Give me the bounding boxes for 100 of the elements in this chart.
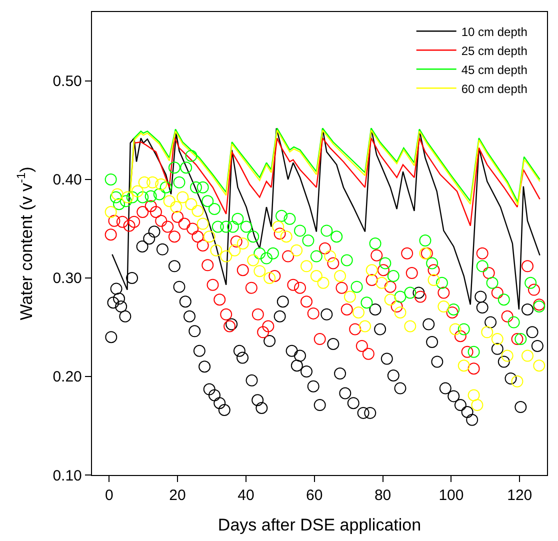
- x-tick-label: 80: [374, 487, 392, 504]
- point: [284, 212, 296, 225]
- point: [428, 274, 440, 286]
- point: [280, 230, 292, 243]
- point: [324, 250, 336, 262]
- point: [276, 210, 288, 222]
- y-tick-label: 0.10: [52, 467, 82, 484]
- point: [185, 198, 198, 210]
- point: [404, 286, 416, 299]
- point: [481, 326, 494, 338]
- point: [522, 350, 534, 362]
- point: [220, 220, 232, 233]
- point: [228, 244, 241, 256]
- point: [302, 234, 314, 247]
- point: [310, 250, 322, 262]
- point: [264, 272, 276, 284]
- point: [449, 323, 462, 336]
- point: [350, 280, 363, 293]
- point: [196, 218, 209, 230]
- point: [501, 350, 514, 362]
- point: [471, 399, 484, 412]
- point: [300, 260, 312, 272]
- point: [180, 162, 192, 174]
- point: [486, 276, 498, 289]
- point: [366, 264, 378, 276]
- point: [419, 234, 432, 247]
- point: [208, 203, 220, 216]
- point: [122, 191, 134, 204]
- point: [104, 206, 117, 218]
- y-tick-label: 0.30: [52, 270, 82, 288]
- point: [426, 257, 438, 270]
- point: [294, 224, 306, 237]
- legend-label: 10 cm depth: [461, 24, 528, 39]
- point: [155, 178, 168, 190]
- point: [387, 270, 400, 282]
- point: [498, 294, 510, 306]
- point: [376, 276, 388, 289]
- point: [176, 191, 189, 204]
- point: [340, 254, 353, 266]
- point: [344, 290, 356, 303]
- point: [272, 220, 284, 233]
- point: [240, 220, 252, 233]
- legend-label: 25 cm depth: [461, 44, 528, 58]
- x-tick-label: 100: [438, 487, 464, 504]
- point: [254, 247, 266, 260]
- point: [163, 195, 176, 208]
- point: [220, 250, 232, 262]
- legend-label: 45 cm depth: [461, 62, 528, 77]
- point: [236, 238, 249, 250]
- point: [491, 333, 504, 346]
- point: [360, 296, 373, 309]
- point: [210, 244, 222, 256]
- point: [254, 265, 266, 278]
- point: [359, 320, 371, 332]
- point: [192, 204, 204, 217]
- y-tick-label: 0.50: [52, 73, 82, 90]
- point: [168, 162, 180, 174]
- point: [247, 254, 260, 266]
- point: [334, 270, 346, 282]
- point: [120, 195, 132, 208]
- point: [173, 176, 186, 188]
- point: [458, 360, 470, 372]
- point: [113, 198, 126, 210]
- point: [126, 191, 138, 204]
- point: [185, 150, 198, 162]
- x-tick-label: 40: [238, 487, 254, 504]
- point: [153, 188, 166, 200]
- point: [132, 185, 144, 198]
- point: [476, 260, 488, 272]
- x-axis-title: Days after DSE application: [218, 516, 422, 534]
- point: [144, 190, 157, 202]
- point: [458, 323, 470, 336]
- x-tick-label: 0: [104, 487, 114, 504]
- point: [290, 244, 303, 256]
- x-tick-label: 20: [169, 487, 186, 504]
- point: [369, 238, 382, 250]
- point: [266, 247, 279, 260]
- point: [232, 212, 244, 225]
- point: [514, 333, 527, 346]
- point: [384, 294, 396, 306]
- point: [448, 304, 460, 316]
- point: [138, 176, 150, 188]
- point: [111, 188, 124, 200]
- point: [226, 220, 239, 233]
- legend-label: 60 cm depth: [461, 82, 528, 96]
- point: [468, 389, 480, 402]
- point: [468, 346, 480, 358]
- point: [212, 220, 224, 233]
- line-series: [112, 128, 540, 310]
- point: [317, 276, 330, 289]
- point: [260, 252, 272, 264]
- point: [320, 224, 333, 237]
- point: [190, 181, 202, 194]
- point: [203, 230, 216, 243]
- point: [330, 230, 343, 243]
- point: [104, 173, 117, 186]
- point: [110, 191, 122, 204]
- point: [436, 276, 448, 289]
- point: [394, 290, 406, 303]
- point: [533, 360, 546, 372]
